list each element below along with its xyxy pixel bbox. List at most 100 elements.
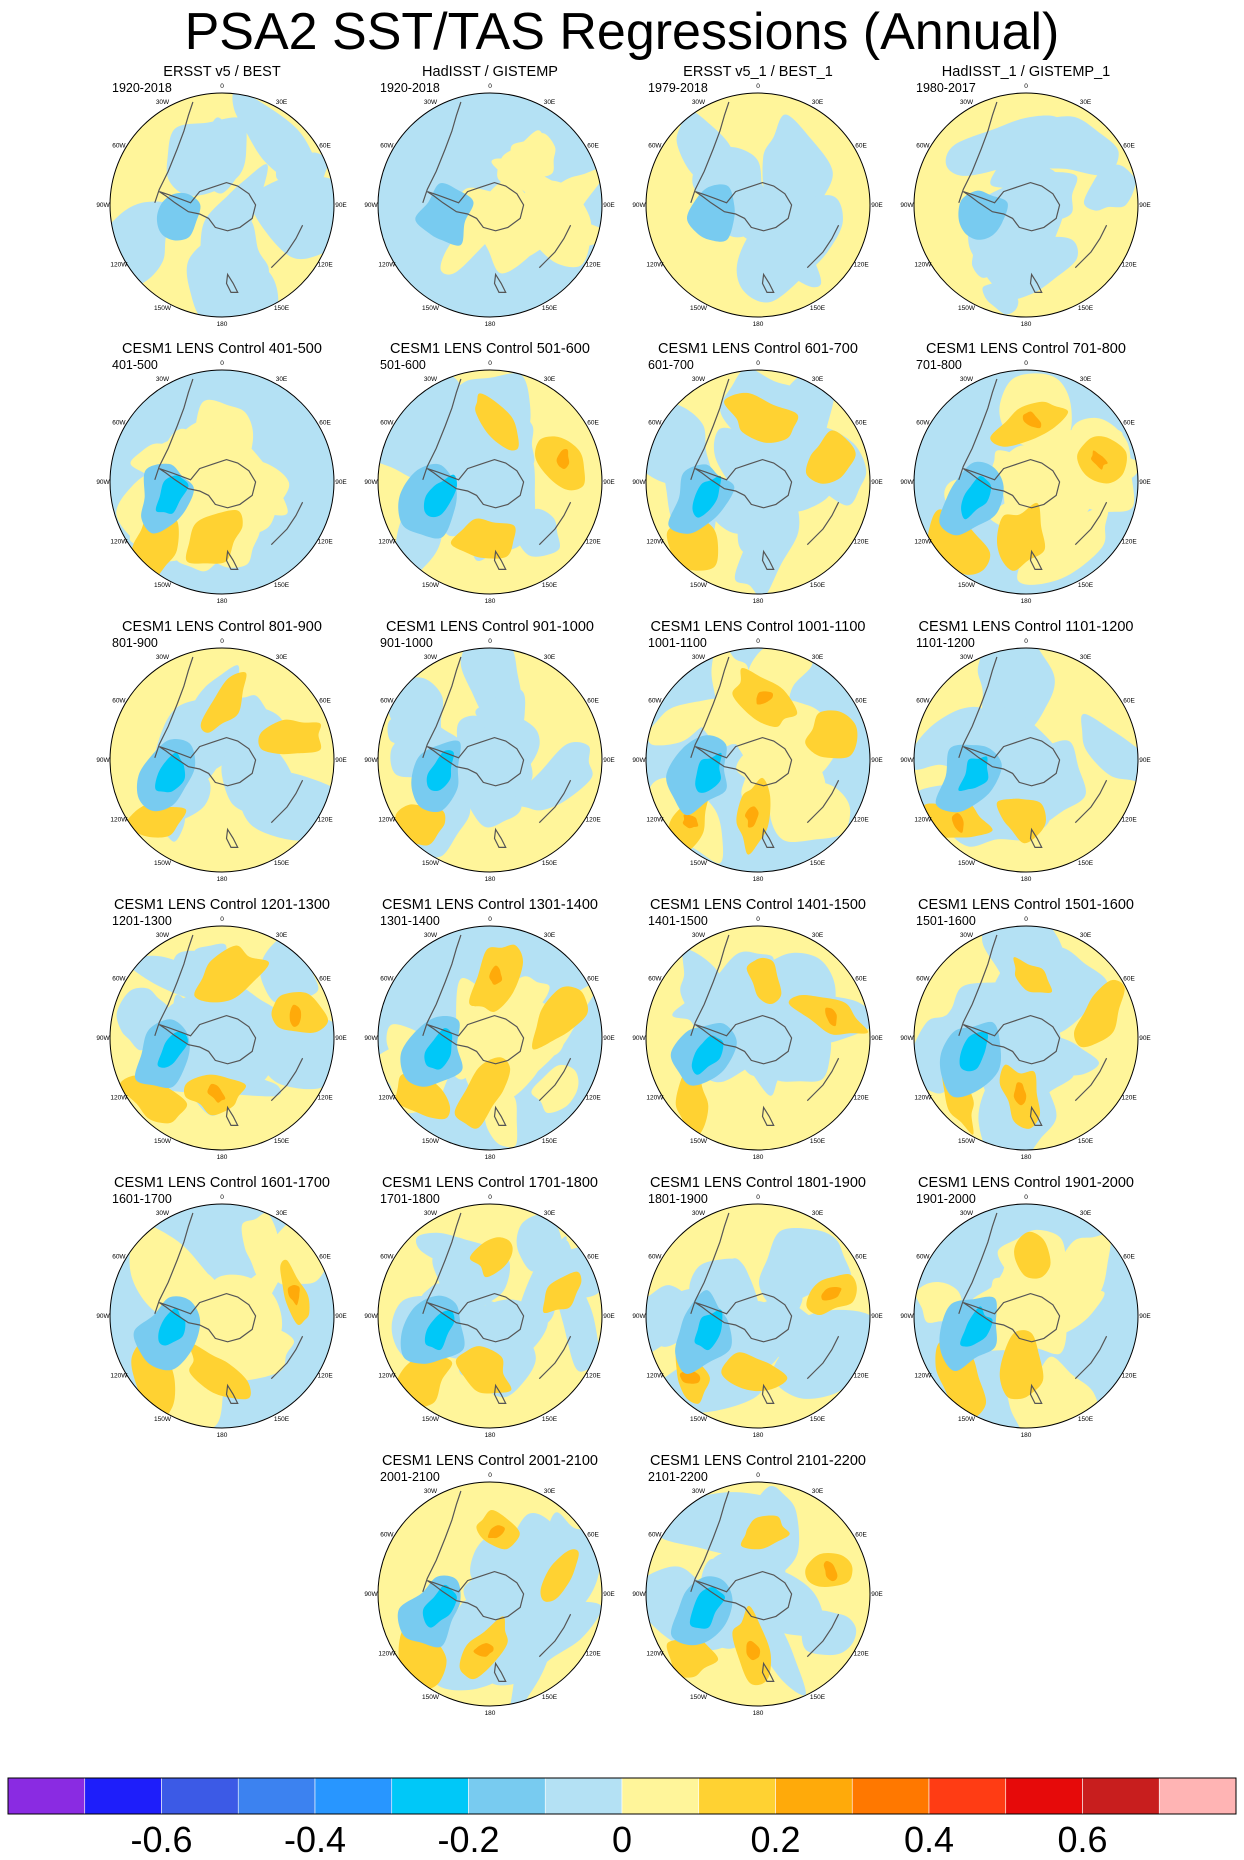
contour-region	[207, 1083, 226, 1103]
longitude-label: 60W	[380, 1532, 394, 1539]
australia-coastline	[538, 501, 572, 546]
new-zealand-coastline	[493, 827, 507, 848]
longitude-label: 0	[756, 360, 760, 367]
panel-title: CESM1 LENS Control 2101-2200	[650, 1453, 866, 1469]
contour-region	[951, 813, 964, 833]
longitude-label: 30E	[1080, 376, 1092, 383]
longitude-label: 150E	[542, 582, 558, 589]
contour-region	[395, 1072, 451, 1120]
contour-region	[489, 965, 503, 985]
map-boundary	[377, 647, 603, 873]
longitude-label: 60W	[380, 143, 394, 150]
longitude-label: 30W	[960, 376, 974, 383]
contour-field	[387, 648, 593, 858]
contour-region	[746, 957, 782, 1005]
longitude-label: 150W	[690, 1694, 708, 1701]
longitude-label: 60E	[319, 143, 331, 150]
contour-region	[982, 280, 1019, 315]
contour-region	[646, 403, 714, 489]
longitude-label: 180	[753, 1710, 764, 1717]
longitude-label: 90E	[603, 757, 615, 764]
longitude-label: 30W	[692, 1488, 706, 1495]
panel-title: CESM1 LENS Control 801-900	[122, 619, 322, 635]
longitude-label: 150E	[810, 1138, 826, 1145]
contour-region	[959, 1031, 989, 1072]
map-panel: 0 30E 60E 90E 120E 150E 180 150W 120W 90W 60W 30W CE…	[632, 619, 883, 883]
panel-period: 1201-1300	[112, 914, 172, 928]
panel-period: 501-600	[380, 358, 426, 372]
panel-title: ERSST v5_1 / BEST_1	[683, 64, 833, 80]
longitude-label: 150W	[154, 860, 172, 867]
contour-region	[158, 1307, 186, 1346]
panel-title: HadISST_1 / GISTEMP_1	[942, 64, 1110, 80]
longitude-label: 0	[756, 83, 760, 90]
contour-field	[670, 934, 870, 1141]
panel-title: CESM1 LENS Control 1501-1600	[918, 897, 1134, 913]
longitude-label: 120E	[854, 539, 870, 546]
colorbar-swatch	[698, 1777, 776, 1815]
colorbar-tick-label: -0.6	[130, 1819, 192, 1860]
contour-region	[746, 1640, 761, 1661]
longitude-label: 120W	[378, 1651, 396, 1658]
contour-field	[927, 373, 1138, 585]
longitude-label: 60E	[1123, 698, 1135, 705]
contour-region	[186, 1268, 233, 1319]
panel-period: 601-700	[648, 358, 694, 372]
contour-region	[740, 1515, 790, 1550]
australia-coastline	[270, 779, 304, 824]
map-panel: 0 30E 60E 90E 120E 150E 180 150W 120W 90W 60W 30W CE…	[96, 341, 347, 605]
longitude-label: 180	[217, 598, 228, 605]
longitude-label: 150E	[1078, 582, 1094, 589]
longitude-label: 90E	[603, 479, 615, 486]
contour-region	[721, 1352, 788, 1392]
longitude-label: 30W	[424, 1488, 438, 1495]
panel-period: 2001-2100	[380, 1470, 440, 1484]
contour-region	[977, 648, 1055, 734]
contour-region	[378, 370, 464, 467]
contour-region	[732, 201, 822, 288]
colorbar-swatch	[775, 1777, 853, 1815]
map-panel: 0 30E 60E 90E 120E 150E 180 150W 120W 90W 60W 30W CE…	[632, 897, 883, 1161]
contour-region	[542, 1271, 582, 1314]
longitude-label: 150E	[810, 1416, 826, 1423]
panel-period: 1301-1400	[380, 914, 440, 928]
antarctica-coastline	[158, 458, 257, 509]
longitude-label: 0	[488, 638, 492, 645]
longitude-label: 30W	[692, 654, 706, 661]
contour-region	[970, 1261, 1047, 1349]
longitude-label: 60W	[112, 420, 126, 427]
contour-region	[1083, 164, 1136, 211]
panel-title: CESM1 LENS Control 1301-1400	[382, 897, 598, 913]
new-zealand-coastline	[761, 1105, 775, 1126]
longitude-label: 60W	[916, 1254, 930, 1261]
longitude-label: 0	[220, 638, 224, 645]
longitude-label: 150W	[422, 582, 440, 589]
contour-region	[762, 114, 833, 213]
south-america-coastline	[958, 1212, 998, 1314]
panel-title: CESM1 LENS Control 1101-1200	[919, 619, 1134, 635]
longitude-label: 0	[1024, 360, 1028, 367]
new-zealand-coastline	[1029, 1105, 1043, 1126]
antarctica-coastline	[962, 1014, 1061, 1065]
colorbar-swatch	[84, 1777, 162, 1815]
contour-field	[646, 1212, 870, 1414]
longitude-label: 150W	[958, 1416, 976, 1423]
contour-region	[483, 1601, 546, 1665]
antarctica-coastline	[694, 1292, 793, 1343]
contour-region	[965, 707, 1072, 791]
contour-field	[914, 648, 1138, 848]
new-zealand-coastline	[493, 1105, 507, 1126]
longitude-label: 150W	[958, 305, 976, 312]
longitude-label: 60W	[648, 1532, 662, 1539]
longitude-label: 30E	[1080, 99, 1092, 106]
south-america-coastline	[422, 1212, 462, 1314]
longitude-label: 180	[1021, 1432, 1032, 1439]
contour-region	[473, 1643, 494, 1657]
longitude-label: 180	[485, 598, 496, 605]
contour-region	[287, 1284, 300, 1306]
south-america-coastline	[154, 378, 194, 480]
contour-region	[1022, 411, 1042, 429]
longitude-label: 180	[1021, 321, 1032, 328]
longitude-label: 120E	[1122, 262, 1138, 269]
map-panel: 0 30E 60E 90E 120E 150E 180 150W 120W 90W 60W 30W CE…	[96, 897, 347, 1161]
